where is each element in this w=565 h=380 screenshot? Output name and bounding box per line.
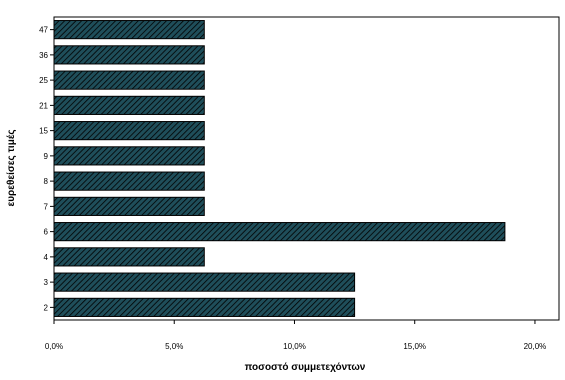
y-tick-label: 8 — [44, 177, 49, 186]
plot-frame — [53, 16, 560, 321]
bar-2 — [53, 297, 356, 317]
bar-9 — [53, 146, 205, 166]
x-tick-label: 15,0% — [403, 342, 426, 351]
x-tick-label: 20,0% — [524, 342, 547, 351]
bar-25 — [53, 70, 205, 90]
x-axis-ticks: 0,0% 5,0% 10,0% 15,0% 20,0% — [45, 320, 546, 351]
y-tick-label: 47 — [39, 26, 48, 35]
bar-3 — [53, 272, 356, 292]
y-tick-label: 7 — [44, 202, 49, 211]
x-axis-title: ποσοστό συμμετεχόντων — [245, 362, 366, 373]
x-tick-label: 10,0% — [283, 342, 306, 351]
y-tick-label: 4 — [44, 253, 49, 262]
bar-6 — [53, 222, 506, 242]
bar-36 — [53, 45, 205, 65]
y-tick-label: 36 — [39, 51, 48, 60]
y-tick-label: 15 — [39, 127, 48, 136]
bar-4 — [53, 247, 205, 267]
y-tick-label: 25 — [39, 76, 48, 85]
bar-15 — [53, 121, 205, 141]
bar-7 — [53, 196, 205, 216]
y-tick-label: 9 — [44, 152, 49, 161]
y-axis-title: ευρεθείσες τιμές — [6, 129, 17, 206]
bar-21 — [53, 95, 205, 115]
bars-group — [53, 20, 506, 317]
bar-47 — [53, 20, 205, 40]
x-tick-label: 5,0% — [165, 342, 183, 351]
y-axis-ticks: 47 36 25 21 15 9 8 7 6 4 3 2 — [39, 26, 54, 312]
y-tick-label: 3 — [44, 278, 49, 287]
y-tick-label: 6 — [44, 228, 49, 237]
y-tick-label: 2 — [44, 303, 49, 312]
bar-8 — [53, 171, 205, 191]
y-tick-label: 21 — [39, 101, 48, 110]
x-tick-label: 0,0% — [45, 342, 63, 351]
